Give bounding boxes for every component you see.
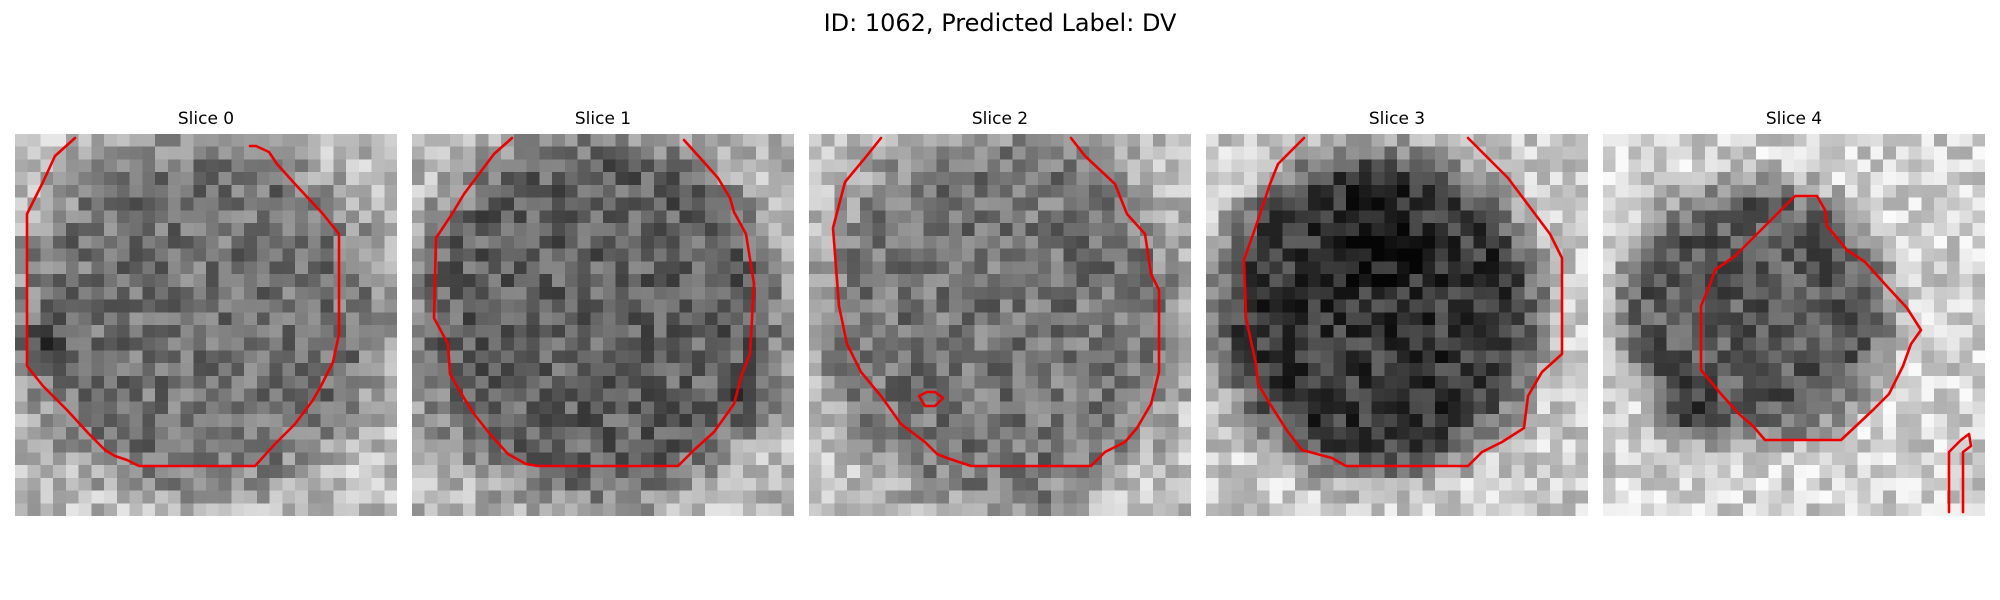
contour-line-3 — [1242, 136, 1564, 468]
slice-image-3 — [1206, 134, 1588, 516]
contour-line-4 — [1699, 194, 1923, 442]
segmentation-contour-3 — [1242, 136, 1564, 468]
segmentation-contour-4 — [1699, 194, 1973, 514]
slice-image-canvas-0 — [15, 134, 397, 516]
segmentation-contour-1 — [432, 136, 756, 468]
slice-panel-1: Slice 1 — [412, 108, 794, 516]
slice-panel-3: Slice 3 — [1206, 108, 1588, 516]
contour-line-1 — [432, 136, 756, 468]
slice-title-0: Slice 0 — [177, 109, 235, 129]
contour-island-2 — [917, 390, 945, 408]
slice-image-canvas-2 — [809, 134, 1191, 516]
slice-image-1 — [412, 134, 794, 516]
slice-panel-4: Slice 4 — [1603, 108, 1985, 516]
slice-panel-2: Slice 2 — [809, 108, 1191, 516]
contour-edge-4 — [1947, 432, 1973, 514]
slice-image-0 — [15, 134, 397, 516]
slice-image-2 — [809, 134, 1191, 516]
figure-title: ID: 1062, Predicted Label: DV — [823, 9, 1177, 37]
slice-title-3: Slice 3 — [1368, 109, 1426, 129]
slice-image-4 — [1603, 134, 1985, 516]
segmentation-contour-0 — [25, 136, 341, 468]
contour-line-0 — [25, 136, 341, 468]
contour-line-2 — [831, 136, 1161, 468]
slice-title-4: Slice 4 — [1765, 109, 1823, 129]
slice-title-1: Slice 1 — [574, 109, 632, 129]
segmentation-contour-2 — [831, 136, 1161, 468]
slice-title-2: Slice 2 — [971, 109, 1029, 129]
slice-panel-0: Slice 0 — [15, 108, 397, 516]
